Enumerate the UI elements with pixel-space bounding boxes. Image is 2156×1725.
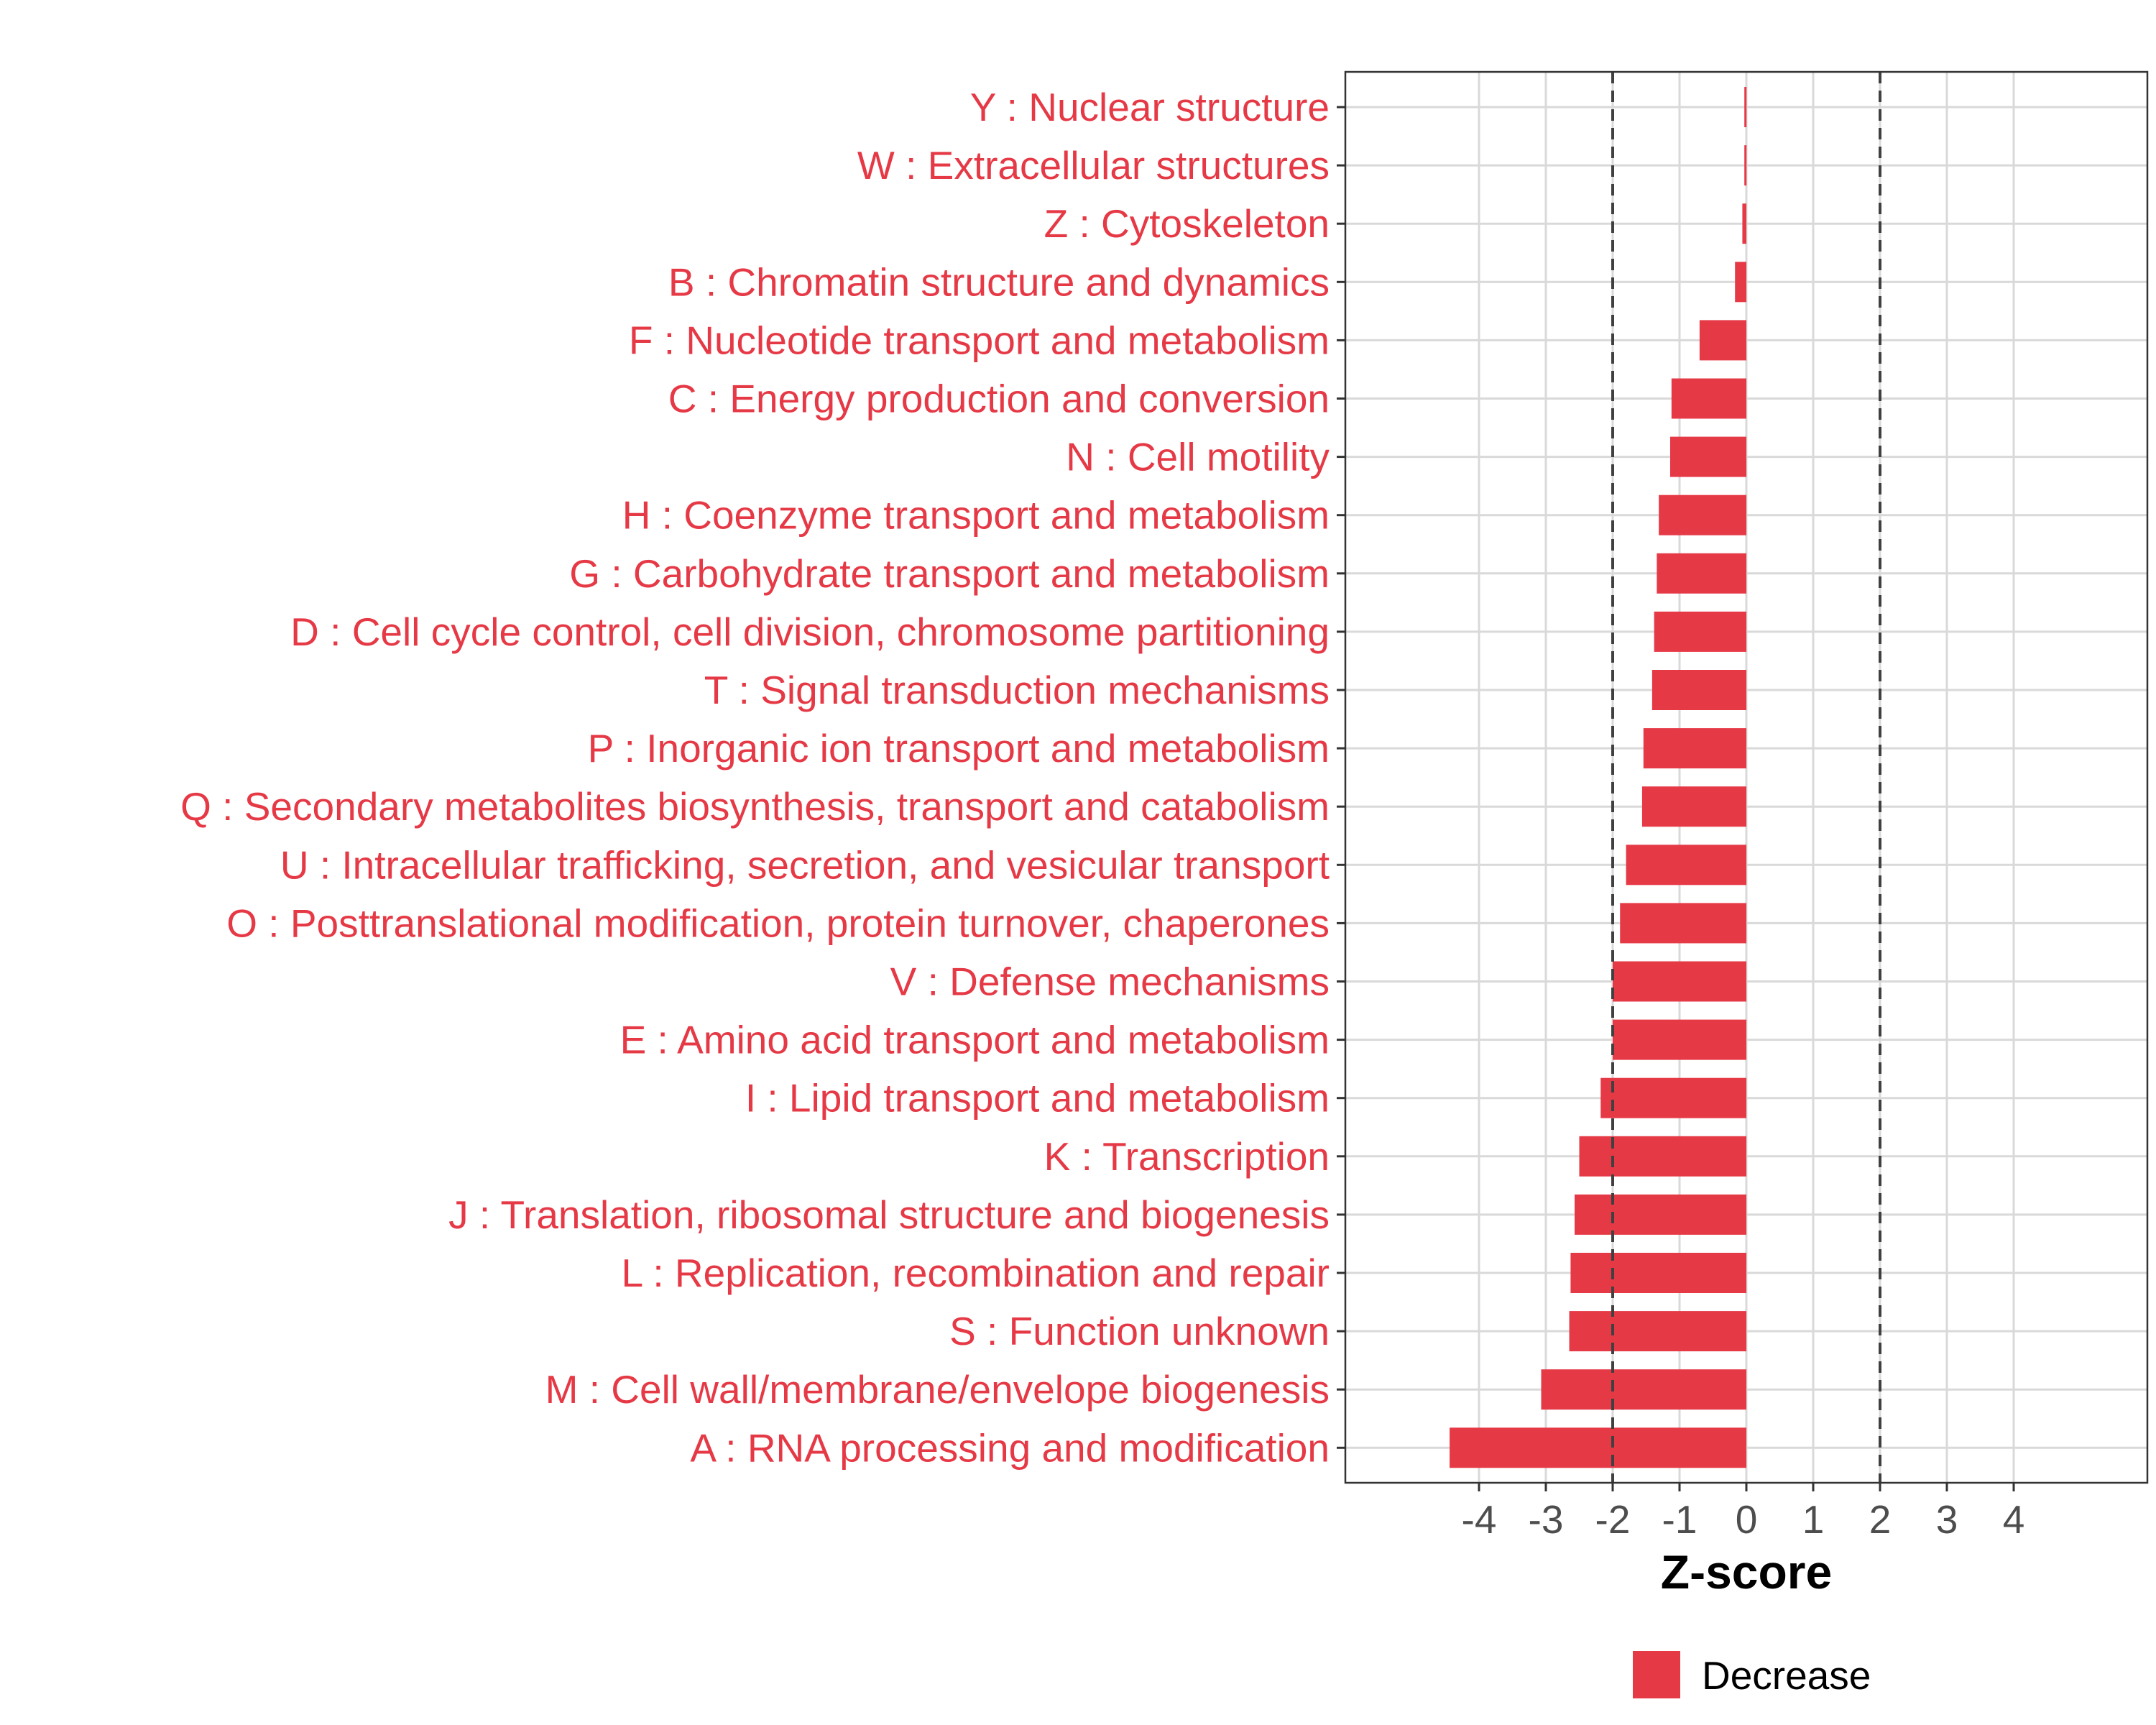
bar: [1574, 1194, 1746, 1235]
x-tick-label: 0: [1736, 1497, 1758, 1542]
bar: [1541, 1369, 1746, 1410]
category-label: V : Defense mechanisms: [890, 960, 1330, 1004]
bar: [1699, 320, 1746, 361]
bar: [1669, 436, 1746, 477]
category-label: Z : Cytoskeleton: [1044, 201, 1330, 246]
x-tick-label: 3: [1936, 1497, 1958, 1542]
bar: [1450, 1427, 1746, 1468]
bar: [1744, 87, 1747, 127]
bar: [1742, 203, 1746, 244]
category-label: F : Nucleotide transport and metabolism: [629, 318, 1330, 362]
category-label: B : Chromatin structure and dynamics: [668, 259, 1330, 304]
category-label: S : Function unknown: [949, 1309, 1330, 1353]
x-tick-label: 2: [1869, 1497, 1892, 1542]
category-label: D : Cell cycle control, cell division, c…: [290, 610, 1330, 654]
bar: [1641, 786, 1746, 827]
category-label: I : Lipid transport and metabolism: [745, 1076, 1330, 1121]
bar: [1654, 611, 1746, 652]
x-axis-ticks: [1478, 1483, 2015, 1491]
y-axis-labels: Y : Nuclear structure W : Extracellular s…: [180, 85, 1330, 1470]
x-axis-labels: -4 -3 -2 -1 0 1 2 3 4: [1462, 1497, 2025, 1542]
bar: [1579, 1136, 1746, 1177]
category-label: Q : Secondary metabolites biosynthesis, …: [180, 784, 1330, 829]
bar: [1613, 961, 1746, 1002]
legend-key-decrease: [1633, 1651, 1680, 1698]
category-label: N : Cell motility: [1066, 435, 1330, 479]
bar: [1620, 903, 1746, 944]
category-label: A : RNA processing and modification: [690, 1425, 1330, 1470]
category-label: P : Inorganic ion transport and metaboli…: [588, 726, 1330, 770]
x-tick-label: 1: [1802, 1497, 1825, 1542]
category-label: E : Amino acid transport and metabolism: [620, 1018, 1330, 1062]
category-label: U : Intracellular trafficking, secretion…: [280, 842, 1330, 887]
threshold-lines: [1611, 72, 1881, 1483]
bars: [1450, 87, 1747, 1468]
category-label: M : Cell wall/membrane/envelope biogenes…: [545, 1367, 1330, 1412]
x-tick-label: -3: [1529, 1497, 1564, 1542]
legend: Decrease: [1633, 1651, 1871, 1698]
category-label: T : Signal transduction mechanisms: [704, 668, 1330, 712]
category-label: J : Translation, ribosomal structure and…: [448, 1192, 1330, 1237]
category-label: W : Extracellular structures: [857, 143, 1330, 188]
bar: [1735, 262, 1746, 303]
bar: [1744, 145, 1747, 186]
bar: [1570, 1253, 1746, 1293]
bar: [1613, 1019, 1746, 1060]
category-label: O : Posttranslational modification, prot…: [226, 901, 1330, 945]
legend-label-decrease: Decrease: [1702, 1653, 1871, 1698]
x-tick-label: -2: [1595, 1497, 1631, 1542]
bar: [1569, 1311, 1746, 1352]
category-label: G : Carbohydrate transport and metabolis…: [569, 551, 1330, 596]
bar: [1626, 845, 1746, 886]
y-axis-ticks: [1337, 106, 1345, 1449]
category-label: L : Replication, recombination and repai…: [622, 1251, 1330, 1295]
bar: [1671, 378, 1746, 419]
bar: [1657, 553, 1746, 594]
category-label: H : Coenzyme transport and metabolism: [622, 493, 1330, 538]
x-tick-label: -4: [1462, 1497, 1497, 1542]
bar: [1659, 494, 1746, 535]
category-label: Y : Nuclear structure: [970, 85, 1330, 129]
category-label: K : Transcription: [1044, 1134, 1330, 1179]
x-axis-title: Z-score: [1661, 1545, 1832, 1598]
bar: [1651, 670, 1746, 710]
category-label: C : Energy production and conversion: [668, 377, 1330, 421]
x-tick-label: -1: [1662, 1497, 1697, 1542]
bar: [1643, 728, 1746, 769]
x-tick-label: 4: [2003, 1497, 2025, 1542]
bar: [1600, 1077, 1746, 1118]
